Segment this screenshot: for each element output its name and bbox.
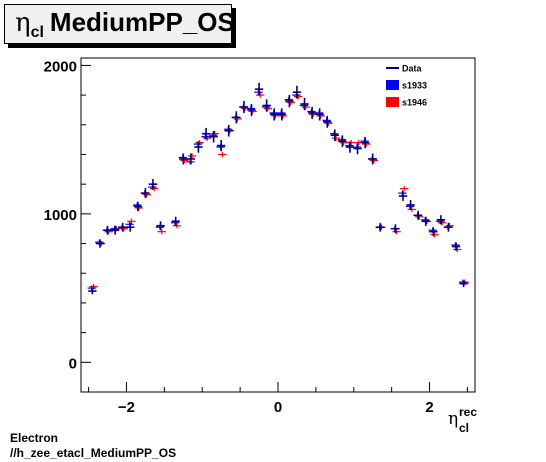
title-symbol: η <box>15 8 31 38</box>
x-axis-label-superscript: rec <box>459 405 477 419</box>
footer-line-1: Electron <box>10 431 59 445</box>
x-tick-label: −2 <box>118 399 135 416</box>
title-label: MediumPP_OS <box>49 7 235 37</box>
y-tick-label: 1000 <box>44 207 77 224</box>
legend-label-Data: Data <box>402 64 423 74</box>
chart-title: ηcl MediumPP_OS <box>15 7 235 42</box>
footer-line-2: //h_zee_etacl_MediumPP_OS <box>10 446 177 460</box>
series-s1946 <box>89 92 470 290</box>
x-axis-label-subscript: cl <box>459 421 469 435</box>
title-box: ηcl MediumPP_OS <box>4 4 235 44</box>
y-tick-label: 2000 <box>44 58 77 75</box>
x-axis-label: η <box>448 409 458 429</box>
x-axis-label-symbol: η <box>448 409 458 429</box>
legend-swatch-s1933 <box>386 80 399 90</box>
series-s1933 <box>87 89 468 291</box>
x-tick-label: 2 <box>425 399 433 416</box>
x-tick-label: 0 <box>274 399 282 416</box>
legend-label-s1946: s1946 <box>402 98 427 108</box>
title-subscript: cl <box>30 24 44 41</box>
legend-swatch-s1946 <box>386 97 399 107</box>
y-tick-label: 0 <box>69 355 77 372</box>
legend-label-s1933: s1933 <box>402 81 427 91</box>
plot-frame <box>80 57 476 393</box>
series-Data <box>88 82 468 295</box>
